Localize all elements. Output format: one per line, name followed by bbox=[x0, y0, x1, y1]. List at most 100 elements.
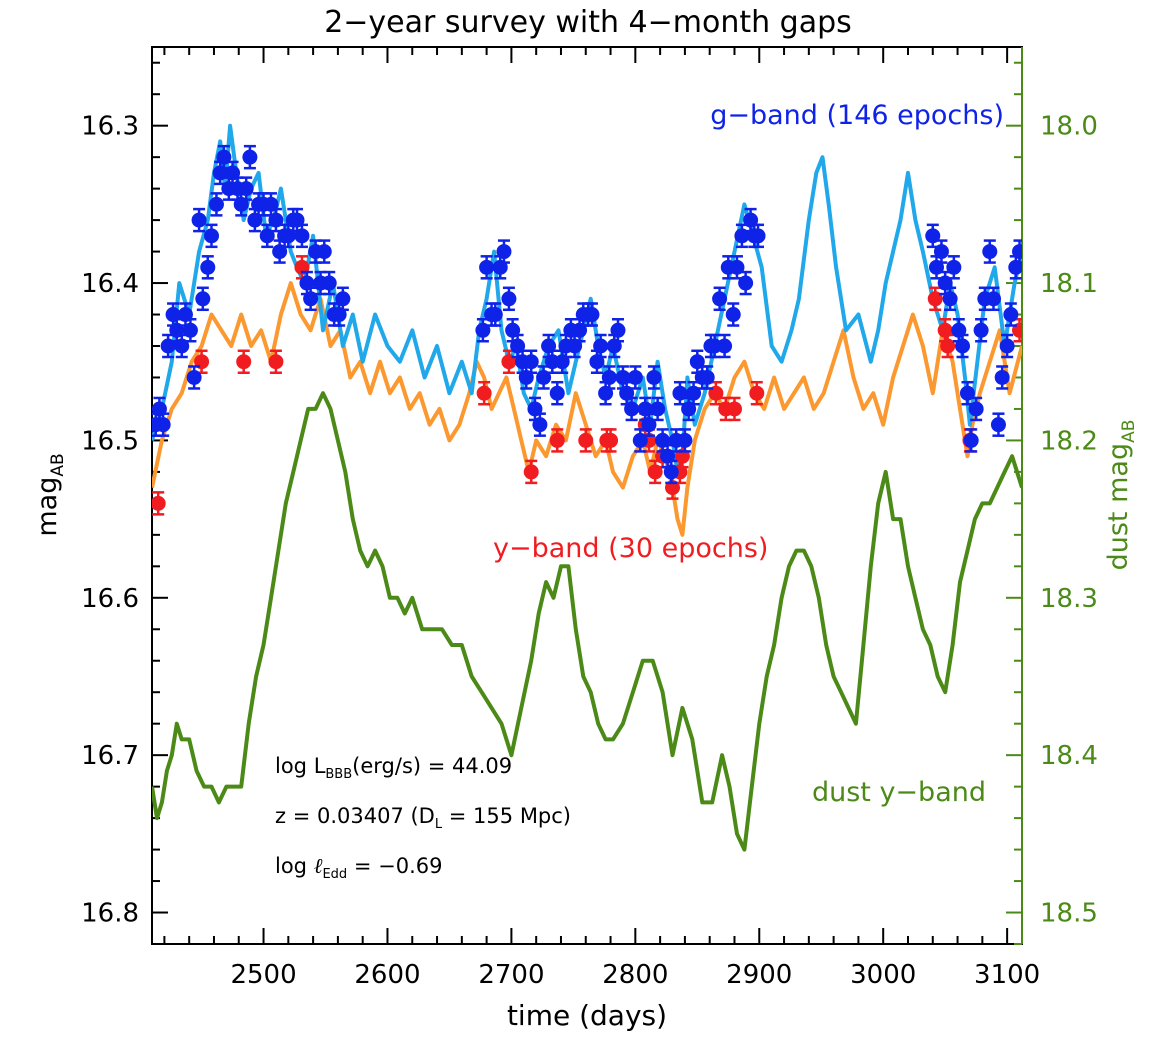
edd-prefix: log bbox=[275, 854, 314, 878]
gband-epoch bbox=[191, 207, 207, 233]
y-axis-label-sub: AB bbox=[48, 453, 68, 476]
gband-epoch-marker bbox=[994, 369, 1010, 385]
gband-epoch-marker bbox=[955, 338, 971, 354]
x-tick-label: 3100 bbox=[974, 960, 1040, 990]
gband-epoch-marker bbox=[601, 369, 617, 385]
gband-epoch-marker bbox=[963, 432, 979, 448]
x-tick-label: 3000 bbox=[850, 960, 916, 990]
y-axis-label: magAB bbox=[32, 453, 68, 536]
gband-epoch-marker bbox=[677, 432, 693, 448]
gband-epoch-marker bbox=[303, 291, 319, 307]
gband-epoch bbox=[610, 318, 626, 343]
gband-model-line bbox=[152, 123, 1022, 474]
gband-epoch-marker bbox=[968, 401, 984, 417]
yband-epoch-marker bbox=[268, 354, 284, 370]
gband-epoch-marker bbox=[717, 338, 733, 354]
gband-epoch-marker bbox=[933, 244, 949, 260]
y2-axis-label: dust magAB bbox=[1103, 420, 1139, 571]
yband-epoch-marker bbox=[927, 291, 943, 307]
gband-epoch bbox=[982, 239, 998, 264]
gband-epoch bbox=[999, 333, 1015, 359]
gband-epoch bbox=[554, 349, 570, 374]
gband-epoch bbox=[200, 255, 216, 280]
gband-epoch bbox=[601, 365, 617, 390]
gband-epoch-marker bbox=[155, 417, 171, 433]
gband-epoch bbox=[321, 270, 337, 296]
yband-epoch bbox=[603, 428, 619, 453]
gband-epoch-marker bbox=[942, 291, 958, 307]
gband-epoch bbox=[606, 333, 622, 359]
gband-epoch bbox=[725, 302, 741, 327]
y-tick-label: 16.5 bbox=[81, 426, 139, 456]
gband-epoch-marker bbox=[725, 307, 741, 323]
lbol-suffix: (erg/s) = 44.09 bbox=[352, 754, 512, 778]
gband-epoch bbox=[593, 333, 609, 359]
y-tick-label: 16.8 bbox=[81, 899, 139, 929]
x-tick-labels: 2500 2600 2700 2800 2900 3000 3100 bbox=[230, 960, 1040, 990]
gband-epoch bbox=[686, 380, 702, 406]
gband-epoch bbox=[186, 365, 202, 390]
x-tick-label: 2500 bbox=[230, 960, 296, 990]
g-band-label: g−band (146 epochs) bbox=[710, 100, 1004, 131]
gband-epoch bbox=[750, 223, 766, 249]
gband-epoch-marker bbox=[584, 307, 600, 323]
gband-epoch-marker bbox=[487, 307, 503, 323]
gband-epoch bbox=[584, 302, 600, 327]
gband-epoch bbox=[195, 286, 211, 312]
gband-epoch-marker bbox=[627, 369, 643, 385]
gband-epoch-marker bbox=[712, 291, 728, 307]
yband-epoch-marker bbox=[523, 464, 539, 480]
yband-epoch-marker bbox=[578, 432, 594, 448]
gband-epoch-marker bbox=[501, 291, 517, 307]
gband-epoch bbox=[316, 239, 332, 264]
yband-epoch bbox=[236, 349, 252, 374]
gband-epoch bbox=[663, 459, 679, 485]
gband-epoch bbox=[155, 412, 171, 437]
edd-ell: ℓ bbox=[314, 854, 323, 878]
yband-epoch-marker bbox=[549, 432, 565, 448]
gband-epoch-marker bbox=[982, 244, 998, 260]
luminosity-annotation: log LBBB(erg/s) = 44.09 bbox=[275, 754, 512, 782]
x-axis-label: time (days) bbox=[507, 999, 667, 1032]
gband-epoch-marker bbox=[321, 275, 337, 291]
gband-epoch bbox=[242, 144, 258, 170]
z-prefix: z = 0.03407 (D bbox=[275, 804, 435, 828]
lbol-prefix: log L bbox=[275, 754, 326, 778]
gband-epoch bbox=[951, 318, 967, 343]
gband-epoch bbox=[973, 318, 989, 343]
gband-epoch bbox=[650, 396, 666, 422]
gband-epoch bbox=[627, 365, 643, 390]
gband-epoch bbox=[208, 192, 224, 217]
yband-epoch-marker bbox=[603, 432, 619, 448]
gband-epoch-marker bbox=[699, 369, 715, 385]
gband-epoch-marker bbox=[973, 322, 989, 338]
yband-epoch bbox=[927, 286, 943, 312]
gband-epoch bbox=[925, 223, 941, 249]
gband-epoch bbox=[738, 270, 754, 296]
gband-epoch-marker bbox=[593, 338, 609, 354]
yband-epoch bbox=[476, 380, 492, 406]
gband-epoch-marker bbox=[549, 385, 565, 401]
y-axis-label-main: mag bbox=[32, 477, 63, 537]
gband-epoch-marker bbox=[186, 369, 202, 385]
y-tick-labels: 16.3 16.4 16.5 16.6 16.7 16.8 bbox=[81, 112, 139, 929]
x-tick-label: 2900 bbox=[726, 960, 792, 990]
dust-yband-line bbox=[152, 391, 1022, 852]
yband-epoch bbox=[726, 396, 742, 422]
gband-epoch bbox=[523, 349, 539, 374]
gband-epoch-marker bbox=[990, 417, 1006, 433]
gband-epoch-marker bbox=[496, 244, 512, 260]
chart-title: 2−year survey with 4−month gaps bbox=[324, 5, 852, 40]
gband-epoch bbox=[532, 412, 548, 437]
y2-tick-label: 18.5 bbox=[1040, 899, 1098, 929]
gband-epoch bbox=[496, 239, 512, 264]
x-tick-label: 2700 bbox=[478, 960, 544, 990]
y2-tick-label: 18.0 bbox=[1040, 112, 1098, 142]
gband-epoch bbox=[501, 286, 517, 312]
gband-epoch-marker bbox=[242, 149, 258, 165]
gband-epoch-marker bbox=[523, 354, 539, 370]
dust-band-label: dust y−band bbox=[812, 777, 986, 808]
yband-model-line bbox=[152, 281, 1022, 537]
gband-epoch-marker bbox=[182, 322, 198, 338]
gband-epoch bbox=[641, 412, 657, 437]
